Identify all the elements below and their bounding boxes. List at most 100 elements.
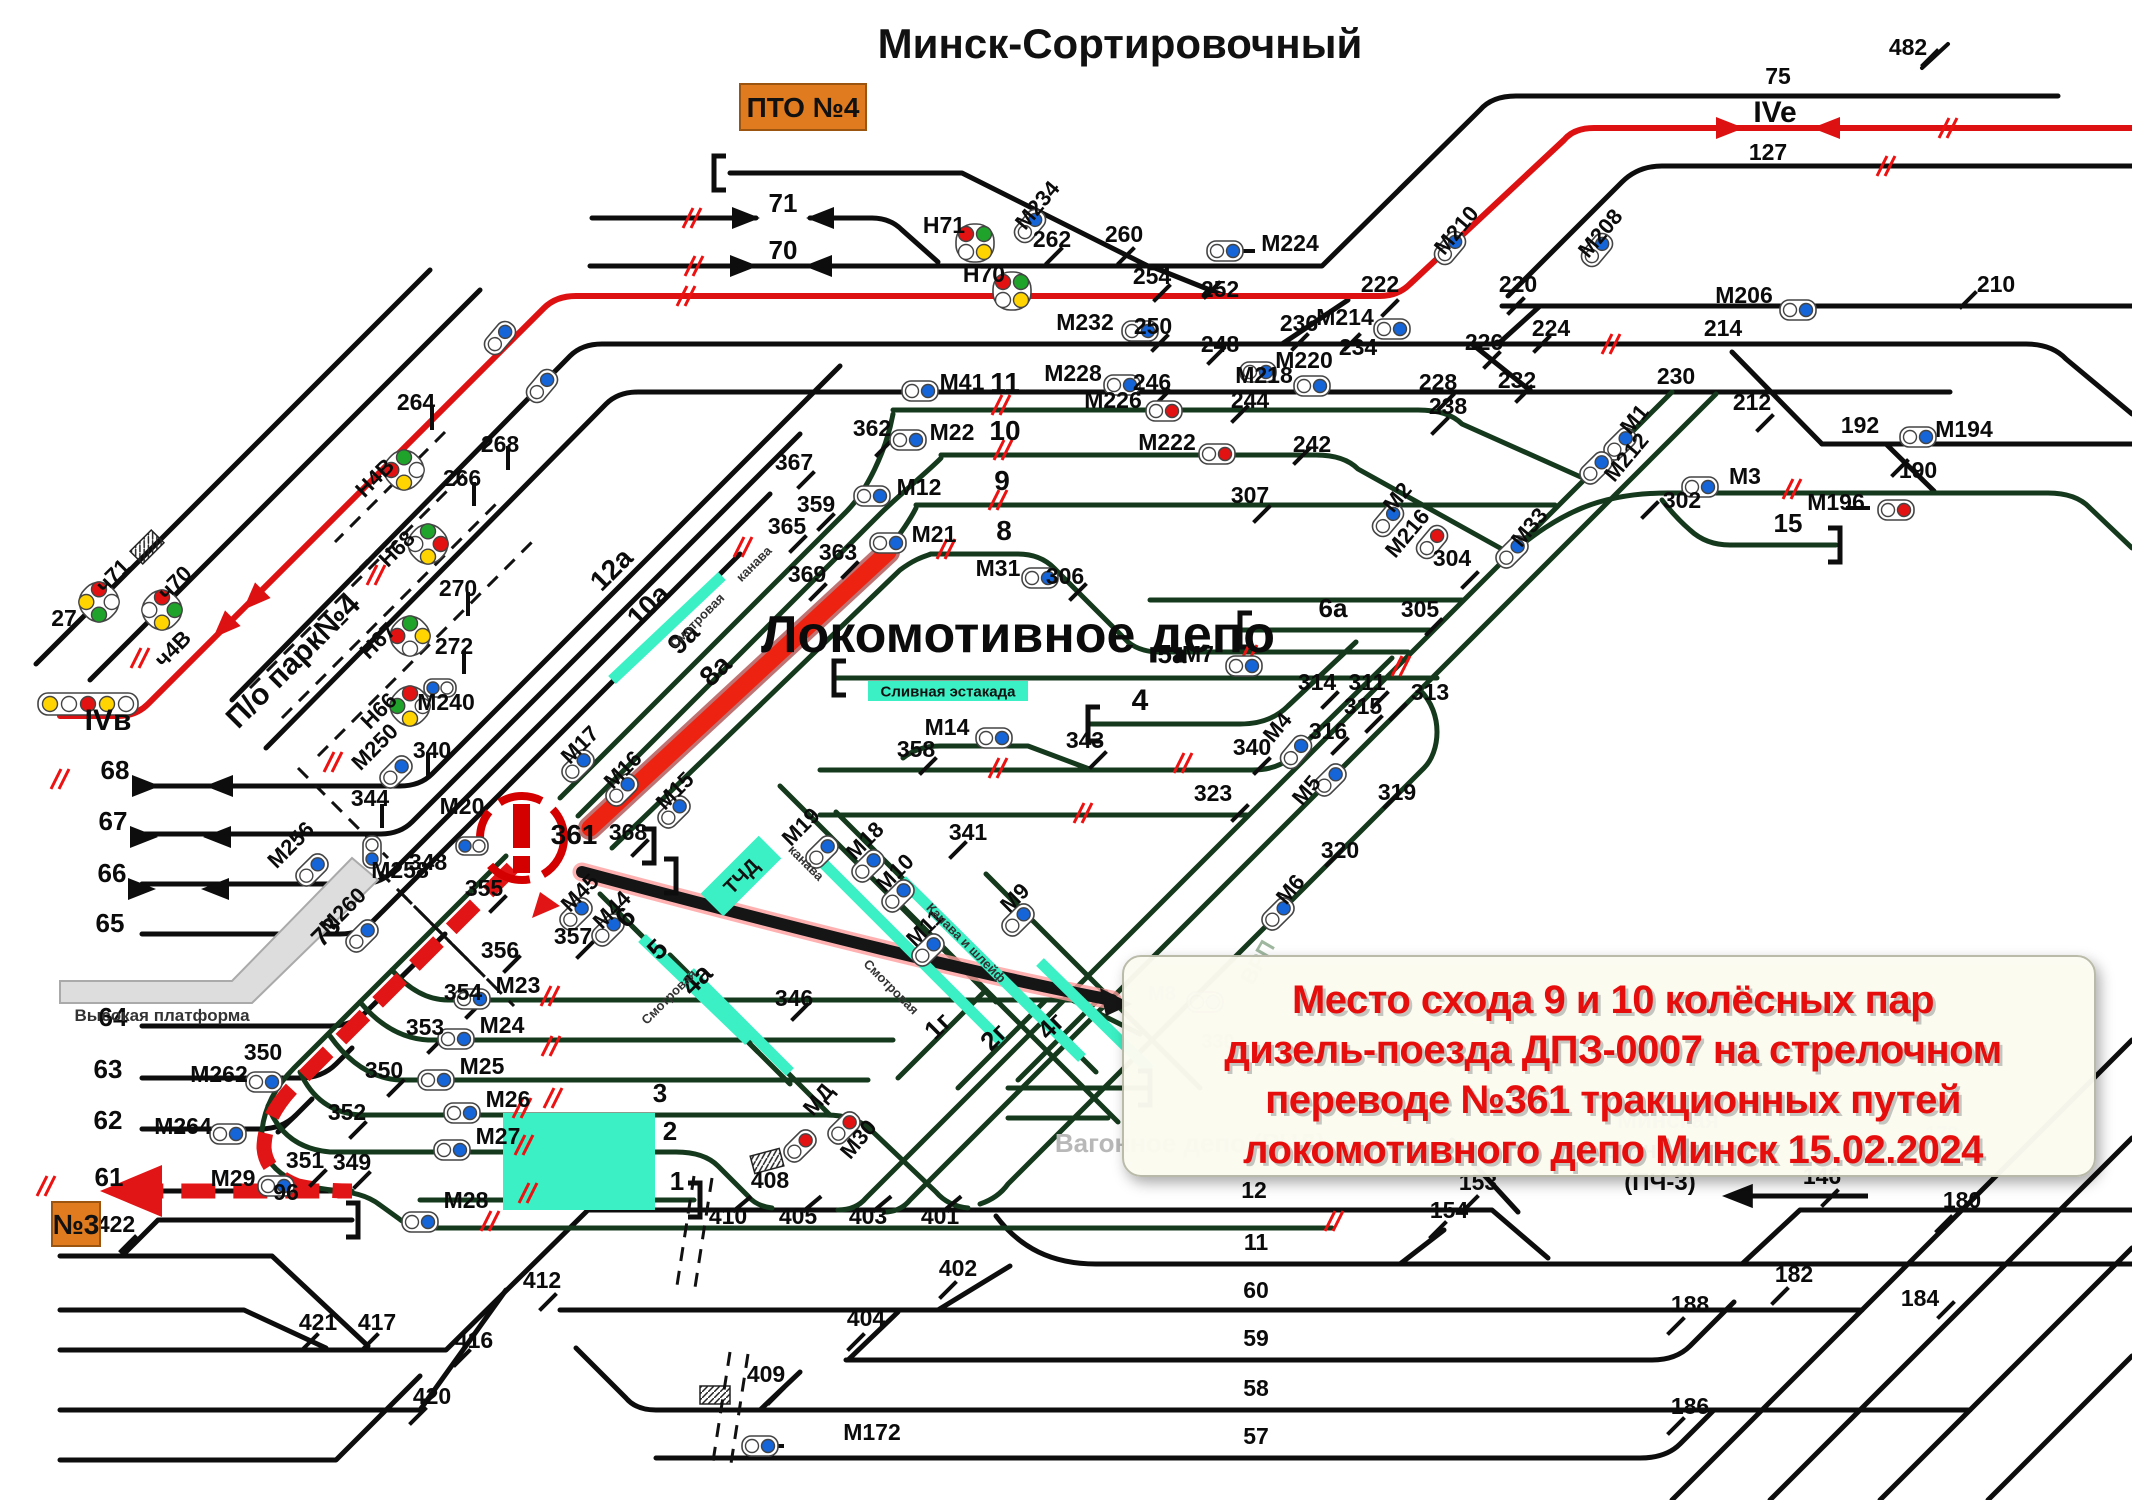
insulation-slash-icon xyxy=(1390,655,1412,677)
direction-arrow-icon xyxy=(132,775,160,797)
dwarf-signal-icon xyxy=(911,933,945,967)
joint-tick xyxy=(360,1332,380,1352)
high-platform xyxy=(59,856,380,1004)
label-305: 305 xyxy=(1401,596,1440,622)
insulation-slash-icon xyxy=(987,757,1009,779)
joint-tick xyxy=(790,1002,810,1022)
track-end-bracket xyxy=(688,1180,703,1220)
dwarf-signal-icon xyxy=(881,879,915,913)
dwarf-signal-icon xyxy=(853,485,891,507)
dashed-track xyxy=(422,914,516,1008)
label-361: 361 xyxy=(551,819,598,850)
joint-tick xyxy=(1044,246,1064,266)
label-М222: М222 xyxy=(1138,429,1196,455)
label-311: 311 xyxy=(1348,669,1385,695)
xover-212 xyxy=(1729,349,1825,447)
joint-tick xyxy=(1666,1316,1686,1336)
insulation-slash-icon xyxy=(935,538,957,560)
dwarf-signal-icon xyxy=(245,1071,283,1093)
label-М240: М240 xyxy=(417,689,475,715)
joint-tick xyxy=(1890,458,1910,478)
track-end-bracket xyxy=(1828,525,1843,565)
dwarf-signal-icon xyxy=(525,368,559,404)
label-340: 340 xyxy=(413,737,451,763)
direction-arrow-icon xyxy=(213,610,241,638)
mast-signal-icon xyxy=(407,523,449,565)
label-236: 236 xyxy=(1280,310,1318,336)
label-302: 302 xyxy=(1663,487,1701,513)
label-362: 362 xyxy=(853,415,891,441)
joint-tick xyxy=(1640,500,1660,520)
xover-404 xyxy=(845,1309,901,1363)
joint-tick xyxy=(731,1194,753,1214)
label-8: 8 xyxy=(996,515,1012,546)
label-348: 348 xyxy=(409,849,448,875)
cyan-area-label: Сливная эстакада xyxy=(881,683,1017,700)
label-66: 66 xyxy=(98,858,127,888)
label-355: 355 xyxy=(465,875,504,901)
label-404: 404 xyxy=(847,1305,886,1331)
joint-tick xyxy=(1230,404,1250,424)
joint-tick xyxy=(846,1332,866,1352)
label-363: 363 xyxy=(819,539,857,565)
label-М20: М20 xyxy=(440,793,485,819)
dwarf-signal-icon xyxy=(1013,208,1047,244)
label-234: 234 xyxy=(1339,334,1378,360)
label-96: 96 xyxy=(273,1179,299,1205)
mast-signal-icon xyxy=(141,589,183,631)
joint-tick xyxy=(941,1194,963,1214)
track-59 xyxy=(843,1299,1737,1363)
label-М23: М23 xyxy=(496,972,541,998)
dashed-track xyxy=(710,1351,732,1469)
branch-m25 xyxy=(327,1033,871,1083)
alarm-exclamation-dot xyxy=(513,856,530,873)
dwarf-signal-icon xyxy=(295,853,329,887)
track-8-306 xyxy=(928,551,1411,655)
label-67: 67 xyxy=(99,806,128,836)
label-307: 307 xyxy=(1231,482,1269,508)
label-58: 58 xyxy=(1243,1375,1269,1401)
inspection-pit-stripe xyxy=(898,876,1086,1062)
xover-154 xyxy=(1397,1227,1447,1267)
label-68: 68 xyxy=(101,755,130,785)
diag-D2 xyxy=(881,391,1719,1215)
insulation-slash-icon xyxy=(35,1175,57,1197)
insulation-slash-icon xyxy=(1172,752,1194,774)
label-11: 11 xyxy=(990,367,1020,398)
dwarf-signal-icon xyxy=(783,1129,817,1163)
dashed-track xyxy=(692,1177,714,1295)
label-3: 3 xyxy=(653,1078,667,1108)
dwarf-signal-icon xyxy=(433,1139,471,1161)
label-344: 344 xyxy=(351,785,390,811)
track-black2-230 xyxy=(263,389,1953,751)
dwarf-signal-icon xyxy=(257,1175,295,1197)
label-417: 417 xyxy=(358,1309,396,1335)
label-М172: М172 xyxy=(843,1419,901,1445)
label-12: 12 xyxy=(1241,1177,1267,1203)
label-410: 410 xyxy=(709,1203,747,1229)
label-5а: 5а xyxy=(1158,639,1187,669)
label-222: 222 xyxy=(1361,271,1399,297)
label-ВРП: ВРП xyxy=(1235,936,1280,989)
label-2: 2 xyxy=(663,1116,677,1146)
direction-arrow-icon xyxy=(201,878,229,900)
track-63 xyxy=(139,1045,355,1081)
shunt-signal-icon xyxy=(362,835,382,869)
track-end-bracket xyxy=(831,658,846,698)
label-319: 319 xyxy=(1378,779,1416,805)
label-Смотровая: Смотровая xyxy=(638,966,699,1027)
joint-tick xyxy=(1364,714,1384,734)
joint-tick xyxy=(118,1234,138,1254)
label-214: 214 xyxy=(1704,315,1743,341)
track-L2 xyxy=(57,1307,329,1351)
red-main-route xyxy=(57,125,2132,719)
joint-tick xyxy=(1460,570,1480,590)
crossing-hatch-icon xyxy=(749,1147,785,1175)
dwarf-signal-icon xyxy=(379,755,413,789)
dwarf-signal-icon xyxy=(1145,400,1183,422)
diag-D1 xyxy=(835,389,1675,1213)
label-349: 349 xyxy=(333,1149,371,1175)
label-244: 244 xyxy=(1231,387,1270,413)
dwarf-signal-icon xyxy=(483,320,517,356)
label-357: 357 xyxy=(554,923,592,949)
